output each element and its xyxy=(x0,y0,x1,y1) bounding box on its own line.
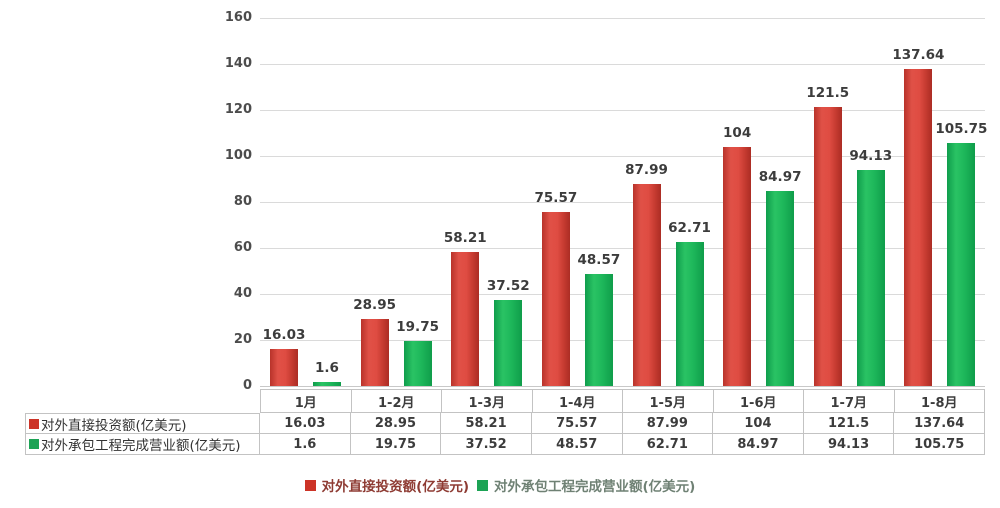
gridline-160 xyxy=(260,18,985,19)
bar-value-label: 16.03 xyxy=(262,327,306,344)
table-header-cell: 1-5月 xyxy=(623,390,714,413)
y-axis-tick-20: 20 xyxy=(233,332,252,347)
bar-对外直接投资额(亿美元)-1-5月 xyxy=(632,183,661,386)
legend-label: 对外承包工程完成营业额(亿美元) xyxy=(494,479,696,495)
table-value-cell: 1.6 xyxy=(260,434,351,455)
legend-label: 对外直接投资额(亿美元) xyxy=(321,479,469,495)
bar-对外直接投资额(亿美元)-1-4月 xyxy=(541,212,570,386)
data-table: 1月 1-2月 1-3月 1-4月 1-5月 1-6月 1-7月 1-8月 对外直接投资额(亿美… xyxy=(25,389,985,455)
gridline-140 xyxy=(260,64,985,65)
table-value-cell: 104 xyxy=(713,413,804,434)
y-axis-tick-40: 40 xyxy=(233,286,252,301)
bar-对外承包工程完成营业额(亿美元)-1-6月 xyxy=(766,190,795,386)
table-header-cell: 1-4月 xyxy=(532,390,623,413)
bar-value-label: 94.13 xyxy=(849,147,893,164)
bar-value-label: 19.75 xyxy=(396,318,439,335)
table-header-cell: 1-8月 xyxy=(894,390,985,413)
table-value-cell: 16.03 xyxy=(260,413,351,434)
gridline-20 xyxy=(260,340,985,341)
legend-item: 对外承包工程完成营业额(亿美元) xyxy=(477,475,695,495)
table-row: 对外承包工程完成营业额(亿美元) 1.6 19.75 37.52 48.57 62.71 8… xyxy=(25,434,985,455)
table-header-cell: 1-3月 xyxy=(442,390,533,413)
bar-对外直接投资额(亿美元)-1-8月 xyxy=(904,69,933,386)
chart-legend: 对外直接投资额(亿美元) 对外承包工程完成营业额(亿美元) xyxy=(0,475,1000,495)
gridline-120 xyxy=(260,110,985,111)
gridline-100 xyxy=(260,156,985,157)
table-value-cell: 19.75 xyxy=(350,434,442,455)
y-axis-tick-160: 160 xyxy=(224,10,252,25)
bar-value-label: 104 xyxy=(723,124,752,141)
bar-对外承包工程完成营业额(亿美元)-1月 xyxy=(313,382,341,386)
bar-value-label: 121.5 xyxy=(806,84,850,101)
table-value-cell: 37.52 xyxy=(441,434,532,455)
bar-对外承包工程完成营业额(亿美元)-1-3月 xyxy=(494,299,523,386)
gridline-60 xyxy=(260,248,985,249)
bar-对外直接投资额(亿美元)-1月 xyxy=(270,349,298,386)
table-value-cell: 87.99 xyxy=(622,413,714,434)
bar-对外直接投资额(亿美元)-1-2月 xyxy=(360,319,389,386)
bar-对外承包工程完成营业额(亿美元)-1-7月 xyxy=(856,169,885,386)
bar-对外承包工程完成营业额(亿美元)-1-4月 xyxy=(584,274,613,386)
legend-item: 对外直接投资额(亿美元) xyxy=(304,475,469,495)
legend-swatch xyxy=(477,479,488,491)
table-row-label: 对外直接投资额(亿美元) xyxy=(25,413,260,434)
gridline-0 xyxy=(260,386,985,387)
bar-value-label: 28.95 xyxy=(353,297,396,314)
table-row: 对外直接投资额(亿美元) 16.03 28.95 58.21 75.57 87.99 104… xyxy=(25,413,985,434)
bar-value-label: 58.21 xyxy=(443,230,487,247)
series-color-swatch xyxy=(29,418,39,429)
bar-value-label: 75.57 xyxy=(534,190,578,207)
table-value-cell: 58.21 xyxy=(441,413,532,434)
table-header-row: 1月 1-2月 1-3月 1-4月 1-5月 1-6月 1-7月 1-8月 xyxy=(260,389,985,413)
bar-value-label: 62.71 xyxy=(668,219,711,236)
bar-value-label: 137.64 xyxy=(892,47,945,64)
y-axis-tick-140: 140 xyxy=(224,56,252,71)
plot-area: 16.03 28.95 58.21 75.57 87.99 104 121.5 137.64 1… xyxy=(260,18,988,387)
table-header-cell: 1-7月 xyxy=(804,390,895,413)
bar-value-label: 105.75 xyxy=(935,120,988,137)
series-name-text: 对外承包工程完成营业额(亿美元) xyxy=(41,438,241,454)
table-row-label: 对外承包工程完成营业额(亿美元) xyxy=(25,434,260,455)
bar-对外直接投资额(亿美元)-1-7月 xyxy=(813,106,842,386)
series-color-swatch xyxy=(29,439,39,449)
y-axis-tick-0: 0 xyxy=(242,378,252,393)
legend-swatch xyxy=(304,479,316,491)
bar-value-label: 48.57 xyxy=(577,252,621,269)
y-axis-tick-100: 100 xyxy=(224,148,252,163)
bar-value-label: 87.99 xyxy=(625,161,668,178)
bar-对外承包工程完成营业额(亿美元)-1-2月 xyxy=(403,340,432,386)
table-value-cell: 48.57 xyxy=(531,434,623,455)
bar-value-label: 84.97 xyxy=(758,168,802,185)
table-value-cell: 84.97 xyxy=(713,434,804,455)
table-header-cell: 1-6月 xyxy=(713,390,804,413)
bar-value-label: 1.6 xyxy=(315,360,339,377)
bar-对外直接投资额(亿美元)-1-6月 xyxy=(723,146,752,386)
table-value-cell: 137.64 xyxy=(894,413,985,434)
table-header-cell: 1-2月 xyxy=(351,390,442,413)
table-value-cell: 121.5 xyxy=(803,413,895,434)
bar-对外直接投资额(亿美元)-1-3月 xyxy=(451,252,480,386)
table-value-cell: 105.75 xyxy=(894,434,985,455)
bar-value-label: 37.52 xyxy=(486,277,530,294)
gridline-80 xyxy=(260,202,985,203)
gridline-40 xyxy=(260,294,985,295)
table-value-cell: 94.13 xyxy=(803,434,895,455)
table-value-cell: 75.57 xyxy=(531,413,623,434)
bar-对外承包工程完成营业额(亿美元)-1-8月 xyxy=(947,142,976,386)
y-axis-tick-120: 120 xyxy=(224,102,252,117)
bar-对外承包工程完成营业额(亿美元)-1-5月 xyxy=(675,241,704,386)
table-value-cell: 28.95 xyxy=(350,413,442,434)
table-value-cell: 62.71 xyxy=(622,434,714,455)
series-name-text: 对外直接投资额(亿美元) xyxy=(41,417,187,434)
y-axis-tick-60: 60 xyxy=(233,240,252,255)
table-header-cell: 1月 xyxy=(261,390,352,413)
y-axis-tick-80: 80 xyxy=(233,194,252,209)
